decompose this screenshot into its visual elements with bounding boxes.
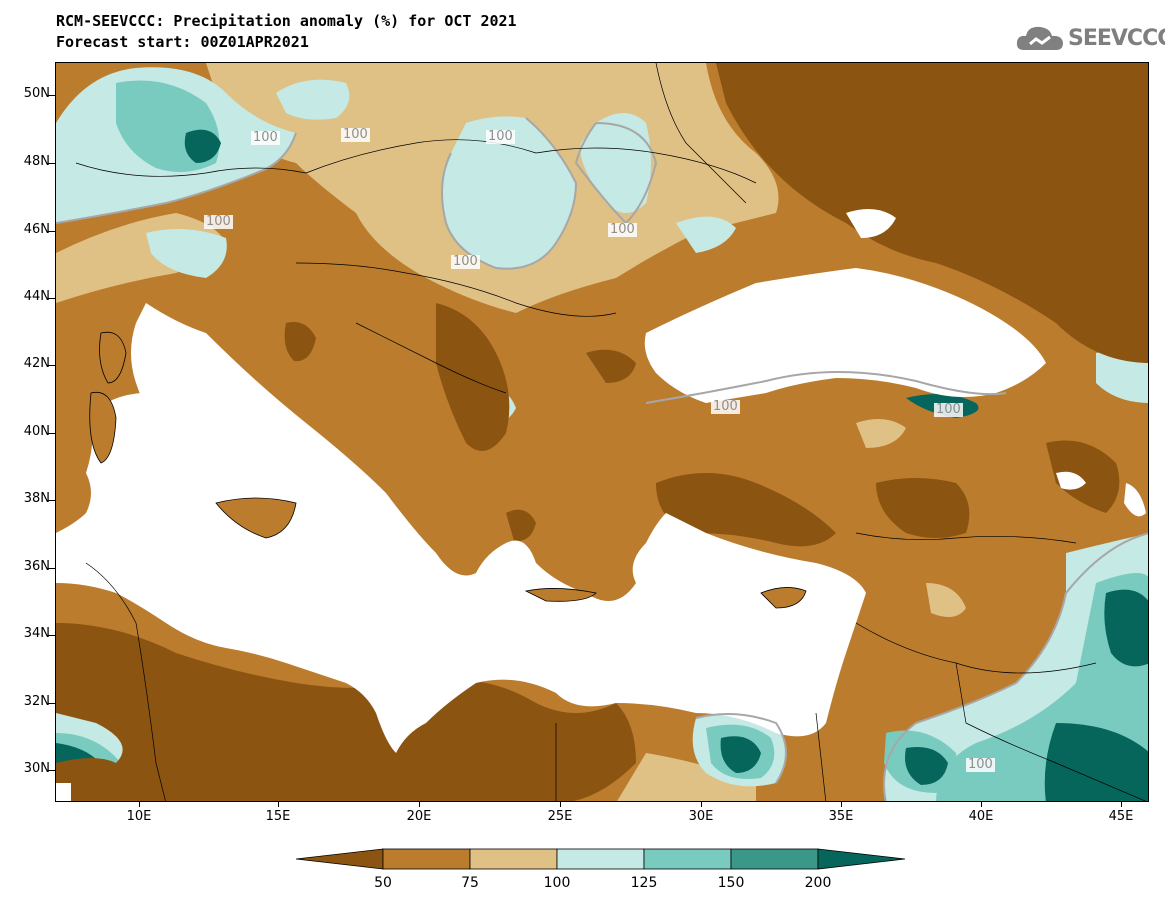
map-canvas xyxy=(56,63,1148,801)
lat-tick xyxy=(48,770,55,771)
lon-label: 45E xyxy=(1108,809,1134,824)
colorbar-segment xyxy=(556,848,645,870)
lat-tick xyxy=(48,298,55,299)
lon-tick xyxy=(278,801,279,807)
lat-tick xyxy=(48,365,55,366)
lat-tick xyxy=(48,95,55,96)
lat-label: 44N xyxy=(23,289,50,304)
lat-label: 30N xyxy=(23,761,50,776)
anomaly-map: 100 100 100 100 100 100 100 100 100 xyxy=(55,62,1149,802)
contour-label: 100 xyxy=(451,254,480,269)
colorbar-label: 75 xyxy=(461,875,479,891)
lat-tick xyxy=(48,635,55,636)
contour-label: 100 xyxy=(608,222,637,237)
lat-label: 36N xyxy=(23,559,50,574)
lon-tick xyxy=(419,801,420,807)
anomaly-below-50 xyxy=(56,63,1148,801)
islands xyxy=(89,331,807,609)
lat-tick xyxy=(48,500,55,501)
colorbar-label: 150 xyxy=(717,875,745,891)
colorbar-scale xyxy=(296,848,906,870)
lat-label: 42N xyxy=(23,356,50,371)
colorbar-segment xyxy=(469,848,558,870)
contour-label: 100 xyxy=(486,129,515,144)
colorbar-segment xyxy=(817,848,906,870)
lon-tick xyxy=(981,801,982,807)
colorbar-label: 100 xyxy=(543,875,571,891)
lat-tick xyxy=(48,568,55,569)
lat-label: 48N xyxy=(23,154,50,169)
contour-label: 100 xyxy=(966,757,995,772)
lon-label: 35E xyxy=(828,809,854,824)
lon-label: 20E xyxy=(406,809,432,824)
lon-label: 30E xyxy=(688,809,714,824)
contour-label: 100 xyxy=(341,127,370,142)
contour-label: 100 xyxy=(711,399,740,414)
colorbar-label: 50 xyxy=(374,875,392,891)
colorbar-label: 200 xyxy=(804,875,832,891)
lon-label: 40E xyxy=(968,809,994,824)
lon-tick xyxy=(1121,801,1122,807)
colorbar-segment xyxy=(643,848,732,870)
lat-label: 50N xyxy=(23,86,50,101)
seevccc-logo: SEEVCCC xyxy=(1016,22,1165,56)
contour-100 xyxy=(56,117,1148,801)
country-borders xyxy=(75,63,1147,801)
logo-text: SEEVCCC xyxy=(1068,26,1165,51)
lat-tick xyxy=(48,163,55,164)
lat-label: 40N xyxy=(23,424,50,439)
lat-tick xyxy=(48,433,55,434)
lat-label: 32N xyxy=(23,694,50,709)
lon-label: 25E xyxy=(547,809,573,824)
sea-mask xyxy=(56,209,1146,801)
lat-label: 46N xyxy=(23,222,50,237)
map-title: RCM-SEEVCCC: Precipitation anomaly (%) f… xyxy=(56,12,517,30)
lon-tick xyxy=(139,801,140,807)
lat-tick xyxy=(48,231,55,232)
lon-label: 15E xyxy=(265,809,291,824)
colorbar-label: 125 xyxy=(630,875,658,891)
colorbar-segment xyxy=(730,848,819,870)
forecast-start: Forecast start: 00Z01APR2021 xyxy=(56,33,309,51)
cloud-icon xyxy=(1016,26,1063,50)
colorbar-segment xyxy=(382,848,471,870)
colorbar-segment xyxy=(296,848,384,870)
lat-label: 38N xyxy=(23,491,50,506)
contour-label: 100 xyxy=(934,402,963,417)
lon-tick xyxy=(560,801,561,807)
lat-tick xyxy=(48,703,55,704)
lon-label: 10E xyxy=(126,809,152,824)
contour-label: 100 xyxy=(204,214,233,229)
lon-tick xyxy=(841,801,842,807)
lat-label: 34N xyxy=(23,626,50,641)
contour-label: 100 xyxy=(251,130,280,145)
lon-tick xyxy=(701,801,702,807)
